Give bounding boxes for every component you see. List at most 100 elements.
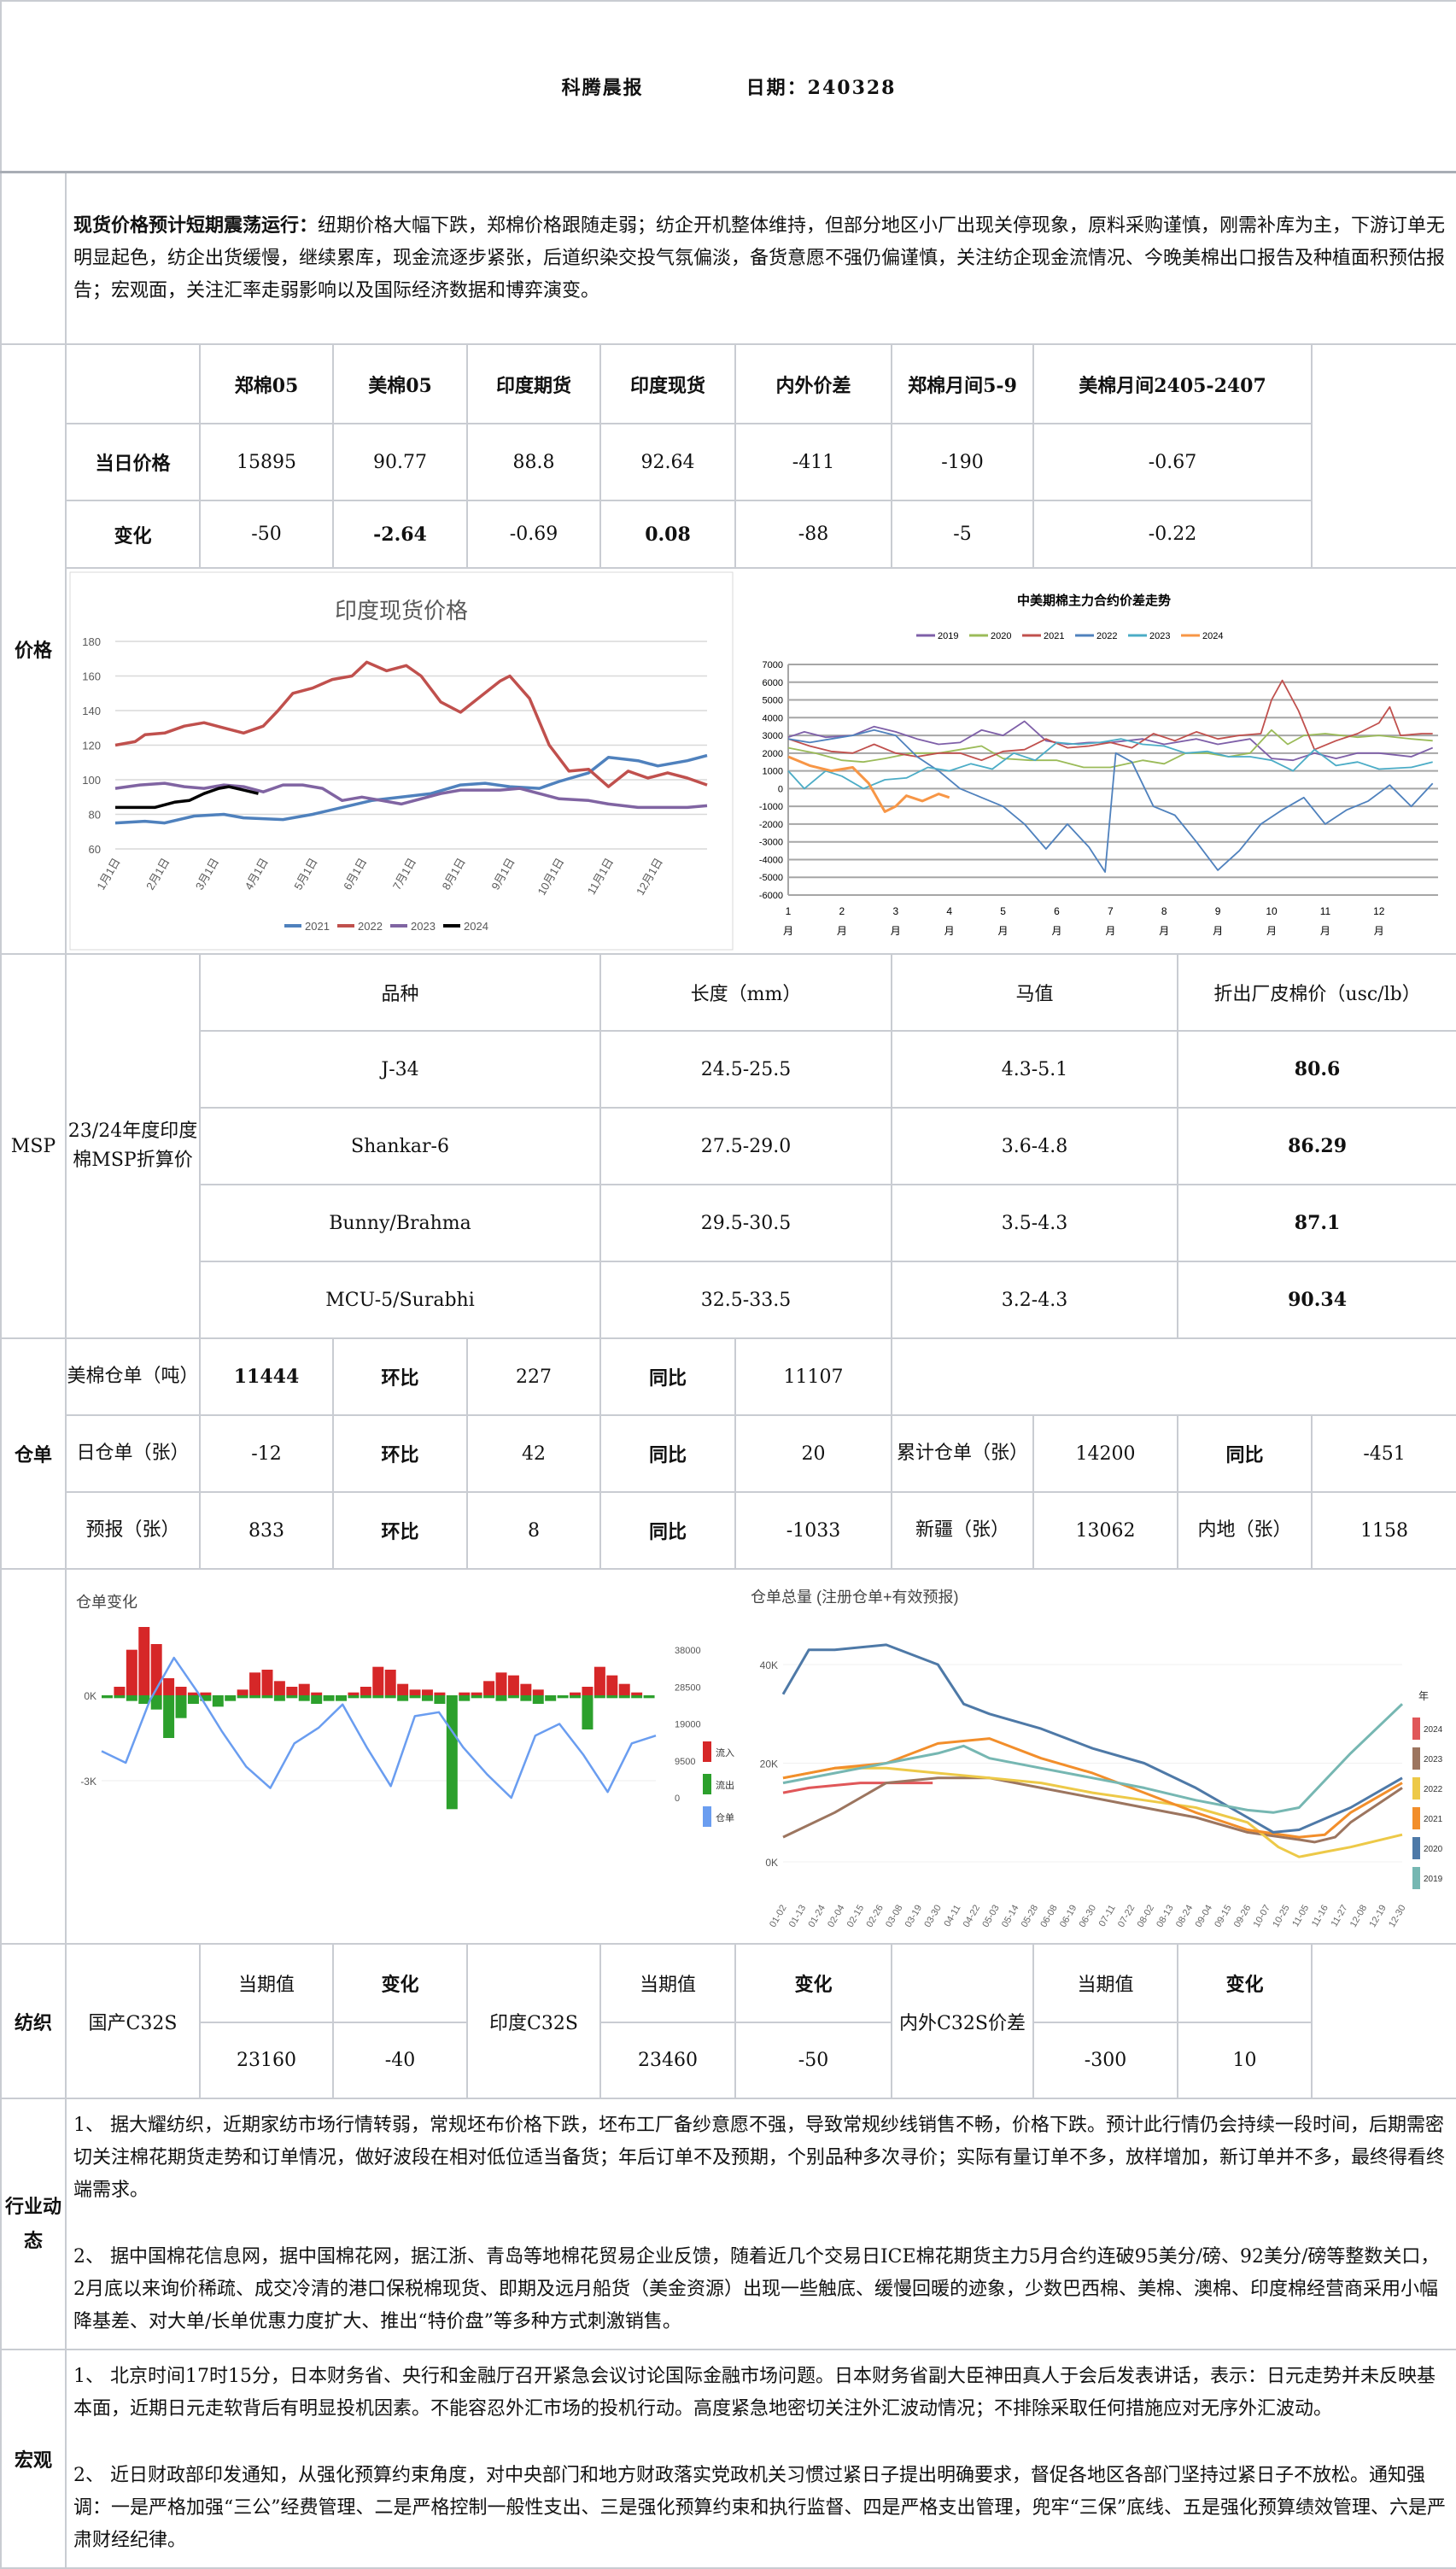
- price-header: 郑棉05: [199, 343, 334, 424]
- series-line-2023: [114, 781, 708, 810]
- cn-us-spread-chart: 中美期棉主力合约价差走势 -6000 -5000 -4000 -3000 -2000 -10…: [759, 593, 1439, 937]
- inflow-bar: [459, 1692, 471, 1695]
- y-tick-label: 100: [82, 774, 101, 787]
- x-tick-label: 09-04: [1194, 1904, 1214, 1929]
- warehouse-charts: 仓单变化 0K -3K 0 9500 19000 28500 38000 流入 流出 仓单 仓单总量…: [64, 1568, 1456, 1945]
- inflow-bar: [409, 1689, 421, 1695]
- outflow-bar: [459, 1695, 471, 1701]
- inflow-bar: [249, 1672, 261, 1695]
- inflow-bar: [114, 1687, 126, 1695]
- extra2-value: -451: [1310, 1414, 1456, 1493]
- extra2-value: 1158: [1310, 1491, 1456, 1570]
- current-label: 当期值: [1032, 1943, 1178, 2023]
- y-tick-label: 120: [82, 740, 101, 752]
- change-label: 变化: [332, 1943, 468, 2023]
- inflow-bar: [507, 1675, 519, 1695]
- y-tick-label: 4000: [763, 713, 783, 723]
- msp-length: 27.5-29.0: [599, 1107, 892, 1185]
- x-tick-label: 09-26: [1232, 1904, 1253, 1929]
- outflow-bar: [631, 1695, 643, 1699]
- outflow-bar: [545, 1695, 557, 1701]
- yoy-value: -1033: [734, 1491, 892, 1570]
- inflow-bar: [384, 1670, 396, 1695]
- legend-label: 2021: [1044, 631, 1064, 641]
- x-tick-label: 01-24: [807, 1904, 827, 1929]
- mom-value: 227: [466, 1337, 601, 1416]
- y-tick-label: 0K: [765, 1857, 778, 1869]
- inflow-bar: [138, 1627, 150, 1695]
- chart-title: 印度现货价格: [335, 598, 468, 623]
- outflow-bar: [360, 1695, 371, 1699]
- y-tick-label: 0: [778, 784, 783, 794]
- price-value: 15895: [199, 423, 334, 501]
- inflow-bar: [582, 1687, 594, 1695]
- mom-value: 42: [466, 1414, 601, 1493]
- summary-lead: 现货价格预计短期震荡运行：: [73, 214, 319, 237]
- msp-label: 23/24年度印度棉MSP折算价: [65, 953, 201, 1339]
- value: -12: [199, 1414, 334, 1493]
- y-tick-label: -3000: [759, 838, 783, 848]
- legend-swatch: [1412, 1867, 1421, 1889]
- right-y-tick-label: 38000: [675, 1646, 701, 1656]
- series-line-2022: [782, 1766, 1403, 1858]
- x-tick-label: 2: [839, 905, 845, 917]
- price-corner: [65, 343, 201, 424]
- legend-swatch: [1412, 1807, 1421, 1829]
- outflow-bar: [557, 1695, 569, 1699]
- paragraph: 1、 北京时间17时15分，日本财务省、央行和金融厅召开紧急会议讨论国际金融市场…: [73, 2366, 1436, 2420]
- row-label: 预报（张）: [65, 1491, 201, 1570]
- inflow-bar: [273, 1681, 285, 1695]
- outflow-bar: [286, 1695, 298, 1699]
- inflow-bar: [631, 1692, 643, 1695]
- outflow-bar: [249, 1695, 261, 1699]
- outflow-bar: [594, 1695, 605, 1699]
- mom-label: 环比: [332, 1337, 468, 1416]
- msp-price: 86.29: [1176, 1107, 1456, 1185]
- x-tick-unit: 月: [1266, 925, 1277, 937]
- msp-length: 24.5-25.5: [599, 1030, 892, 1109]
- change-value: -88: [734, 500, 892, 569]
- msp-price: 87.1: [1176, 1184, 1456, 1262]
- textile-category: 纺织: [0, 1943, 67, 2099]
- x-tick-label: 08-24: [1174, 1904, 1195, 1929]
- msp-micronaire: 3.5-4.3: [891, 1184, 1178, 1262]
- inflow-bar: [520, 1683, 532, 1695]
- inflow-bar: [298, 1683, 310, 1695]
- outflow-bar: [520, 1695, 532, 1701]
- legend-swatch: [703, 1741, 711, 1762]
- inflow-bar: [434, 1692, 446, 1695]
- summary-text: 现货价格预计短期震荡运行：纽期价格大幅下跌，郑棉价格跟随走弱；纺企开机整体维持，…: [64, 171, 1456, 345]
- chart-title: 仓单总量 (注册仓单+有效预报): [751, 1589, 959, 1606]
- msp-header: 长度（mm）: [599, 953, 892, 1032]
- warehouse-total-chart: 仓单总量 (注册仓单+有效预报)0K20K40K01-0201-1301-240…: [751, 1589, 1443, 1929]
- outflow-bar: [495, 1695, 507, 1701]
- right-y-tick-label: 9500: [675, 1757, 695, 1767]
- extra-label: 新疆（张）: [891, 1491, 1034, 1570]
- change-value: -40: [332, 2022, 468, 2099]
- table-row: J-34 24.5-25.5 4.3-5.1 80.6: [1, 1030, 1456, 1109]
- outflow-bar: [532, 1695, 544, 1704]
- x-tick-label: 12-19: [1368, 1904, 1389, 1929]
- mom-label: 环比: [332, 1491, 468, 1570]
- extra2-label: 同比: [1177, 1414, 1313, 1493]
- value: 833: [199, 1491, 334, 1570]
- series-line-2020: [787, 729, 1433, 769]
- y-tick-label: 2000: [763, 749, 783, 759]
- price-header: 美棉05: [332, 343, 468, 424]
- price-charts: 印度现货价格 60 80 100 120 140 160 180 1月1日 2月1日 3月1日 4月1…: [64, 567, 1456, 955]
- inflow-bar: [570, 1692, 582, 1695]
- msp-price: 90.34: [1176, 1261, 1456, 1339]
- yarn-name: 国产C32S: [65, 1943, 201, 2099]
- yoy-label: 同比: [599, 1491, 736, 1570]
- legend-swatch: [1412, 1837, 1421, 1859]
- series-line-2024: [782, 1782, 933, 1794]
- outflow-bar: [273, 1695, 285, 1701]
- legend-label: 2022: [358, 920, 383, 933]
- x-tick-label: 11-05: [1290, 1904, 1311, 1929]
- x-tick-label: 05-28: [1020, 1904, 1040, 1929]
- series-line-2022: [787, 729, 1434, 873]
- table-row: Bunny/Brahma 29.5-30.5 3.5-4.3 87.1: [1, 1184, 1456, 1262]
- x-tick-label: 07-22: [1116, 1904, 1137, 1929]
- inflow-bar: [175, 1687, 187, 1695]
- x-tick-label: 02-26: [865, 1904, 886, 1929]
